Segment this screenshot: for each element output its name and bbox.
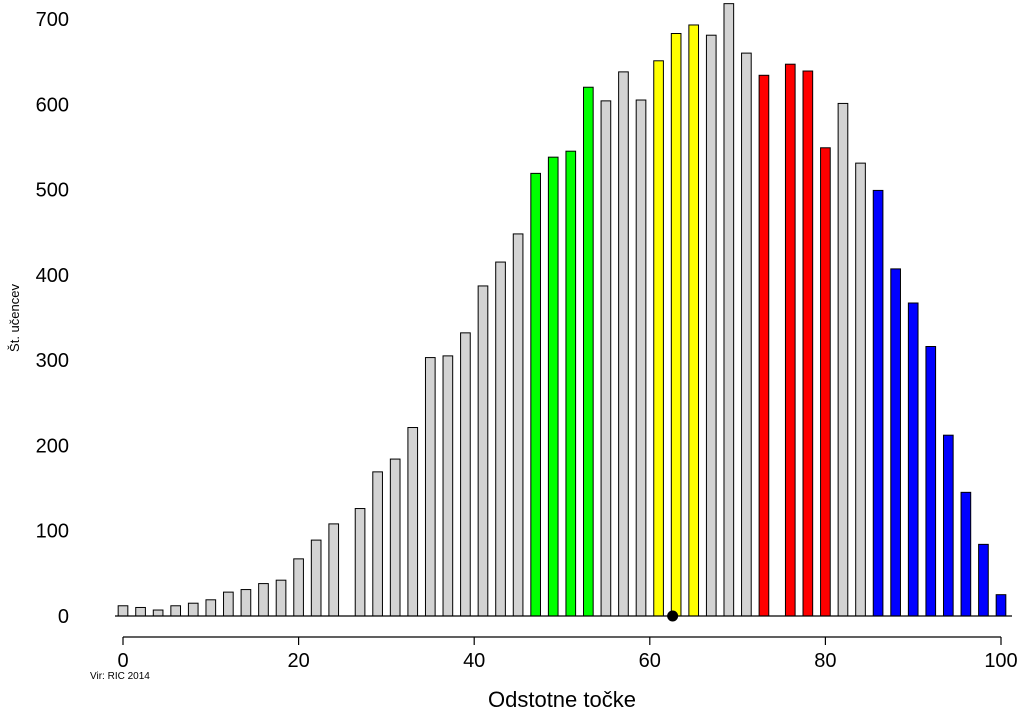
bar-44 (907, 302, 919, 617)
bar-3 (170, 605, 182, 617)
bar-18 (442, 355, 454, 617)
y-tick-label-2: 200 (36, 435, 69, 457)
source-note: Vir: RIC 2014 (90, 671, 150, 682)
bar-7 (240, 589, 252, 617)
bar-39 (820, 147, 831, 617)
bar-20 (477, 285, 489, 617)
y-tick-label-7: 700 (36, 9, 69, 31)
bar-21 (495, 261, 506, 617)
bar-23 (530, 172, 541, 617)
x-tick-label-3: 60 (639, 650, 661, 672)
bar-1 (135, 606, 146, 617)
y-tick-label-0: 0 (58, 606, 69, 628)
bar-33 (705, 34, 717, 617)
marker-layer (667, 610, 679, 622)
bar-19 (460, 332, 471, 617)
bar-15 (389, 458, 401, 617)
axes-layer: 0 20 40 60 80 100 0 100 200 300 400 500 600 700 (36, 9, 1018, 672)
bar-48 (978, 543, 989, 617)
bar-9 (275, 579, 287, 617)
y-axis-title: Št. učencev (7, 284, 22, 352)
bar-40 (837, 102, 849, 617)
x-axis-title: Odstotne točke (488, 687, 636, 712)
x-tick-label-5: 100 (984, 650, 1017, 672)
bar-25 (565, 150, 577, 617)
bar-31 (670, 33, 682, 617)
bar-24 (547, 156, 559, 617)
bar-38 (802, 70, 814, 617)
x-tick-label-4: 80 (814, 650, 836, 672)
bar-26 (583, 86, 594, 617)
bar-14 (372, 471, 383, 617)
bar-29 (635, 99, 647, 617)
bar-35 (741, 52, 752, 617)
bar-4 (187, 602, 199, 617)
bar-32 (688, 24, 700, 617)
bar-37 (784, 63, 796, 617)
bar-46 (942, 434, 954, 617)
bars-layer (117, 3, 1007, 617)
bar-34 (723, 3, 735, 617)
bar-17 (424, 357, 436, 617)
bar-5 (205, 599, 217, 617)
bar-2 (152, 609, 164, 617)
bar-41 (855, 162, 866, 617)
bar-11 (310, 539, 322, 617)
bar-43 (890, 268, 901, 617)
y-tick-label-4: 400 (36, 265, 69, 287)
bar-8 (258, 583, 269, 617)
x-tick-label-2: 40 (463, 650, 485, 672)
y-tick-label-1: 100 (36, 521, 69, 543)
bar-27 (600, 100, 612, 617)
y-tick-label-5: 500 (36, 180, 69, 202)
bar-30 (653, 60, 664, 617)
bar-28 (618, 71, 629, 617)
bar-22 (512, 233, 524, 617)
mean-marker-0 (667, 610, 679, 622)
y-tick-label-3: 300 (36, 350, 69, 372)
bar-16 (407, 427, 419, 617)
bar-10 (293, 558, 304, 617)
x-tick-label-0: 0 (117, 650, 128, 672)
bar-13 (354, 508, 366, 617)
bar-36 (758, 74, 770, 617)
bar-12 (328, 523, 340, 617)
y-tick-label-6: 600 (36, 94, 69, 116)
bar-45 (925, 346, 937, 617)
x-tick-label-1: 20 (287, 650, 309, 672)
bar-47 (960, 491, 972, 617)
bar-6 (223, 591, 234, 617)
bar-42 (872, 189, 884, 617)
bar-0 (117, 605, 129, 617)
bar-49 (995, 594, 1007, 617)
